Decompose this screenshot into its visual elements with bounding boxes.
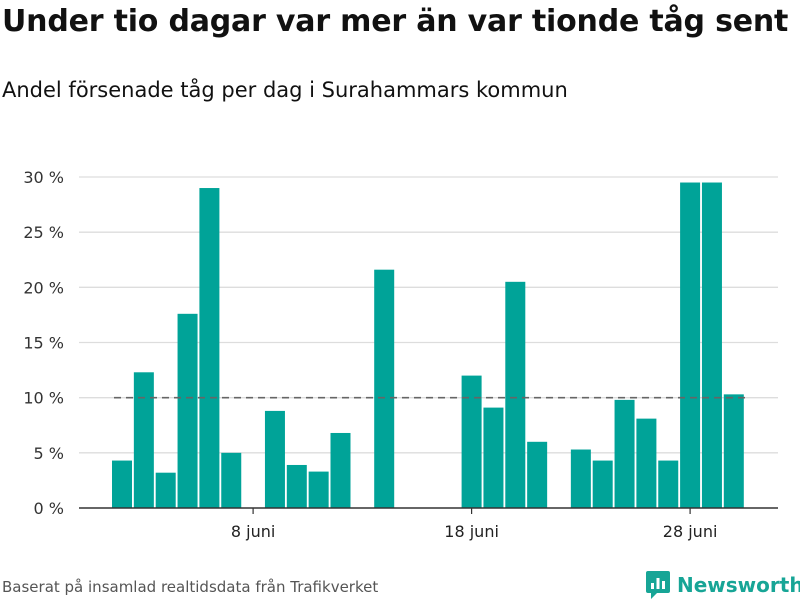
- x-tick-label: 18 juni: [444, 522, 499, 541]
- chart-subtitle: Andel försenade tåg per dag i Surahammar…: [2, 78, 568, 102]
- chart-bubble-icon: [646, 571, 670, 599]
- y-tick-label: 20 %: [23, 278, 64, 297]
- logo-text: Newsworthy: [677, 573, 800, 597]
- bar: [286, 464, 307, 508]
- y-axis-labels: 0 % 5 % 10 % 15 % 20 % 25 % 30 %: [23, 168, 64, 518]
- bar: [308, 471, 329, 508]
- bar: [461, 375, 482, 508]
- bar: [155, 472, 176, 508]
- bar: [592, 460, 613, 508]
- y-tick-label: 15 %: [23, 334, 64, 353]
- bar: [723, 394, 744, 508]
- bar: [221, 452, 242, 508]
- bar: [177, 313, 198, 508]
- bar: [330, 432, 351, 508]
- x-axis-labels: 8 juni 18 juni 28 juni: [231, 508, 718, 541]
- bar: [636, 418, 657, 508]
- bar: [505, 281, 526, 508]
- bar: [614, 399, 635, 508]
- bar: [527, 441, 548, 508]
- x-tick-label: 8 juni: [231, 522, 275, 541]
- newsworthy-logo[interactable]: Newsworthy: [645, 570, 800, 600]
- bar: [658, 460, 679, 508]
- y-tick-label: 5 %: [34, 444, 64, 463]
- source-note: Baserat på insamlad realtidsdata från Tr…: [2, 578, 379, 596]
- bar: [112, 460, 132, 508]
- bar: [701, 182, 722, 508]
- y-tick-label: 10 %: [23, 389, 64, 408]
- bar: [483, 407, 504, 508]
- bar: [264, 410, 285, 508]
- bar: [680, 182, 701, 508]
- bar: [374, 269, 395, 508]
- y-tick-label: 30 %: [23, 168, 64, 187]
- bars: [112, 182, 744, 509]
- y-tick-label: 25 %: [23, 223, 64, 242]
- y-tick-label: 0 %: [34, 499, 64, 518]
- bar: [570, 449, 591, 508]
- x-tick-label: 28 juni: [663, 522, 718, 541]
- bar: [133, 372, 154, 508]
- chart-title: Under tio dagar var mer än var tionde tå…: [2, 4, 789, 39]
- bar: [199, 188, 220, 509]
